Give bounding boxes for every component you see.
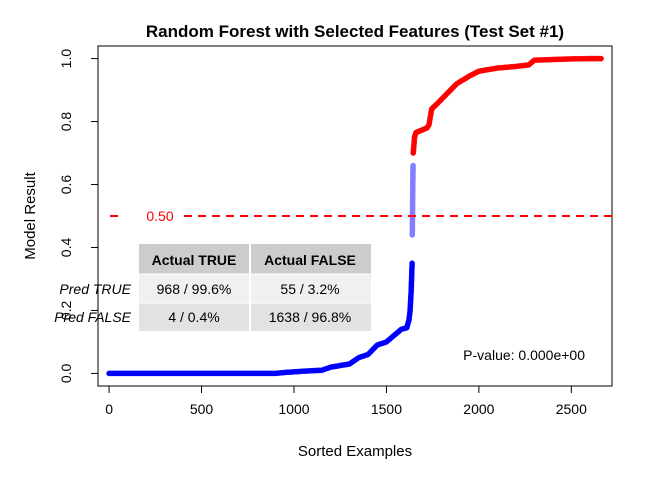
table-row-bg xyxy=(139,274,371,303)
table-header-cell: Actual FALSE xyxy=(264,252,356,268)
data-points xyxy=(106,55,604,377)
data-point xyxy=(410,162,416,169)
threshold-label: 0.50 xyxy=(146,208,173,224)
table-row-label: Pred TRUE xyxy=(59,281,131,297)
y-tick-label: 0.6 xyxy=(58,175,74,195)
table-cell: 968 / 99.6% xyxy=(157,281,232,297)
x-tick-label: 0 xyxy=(105,401,113,417)
y-tick-label: 0.0 xyxy=(58,363,74,383)
table-header-bg xyxy=(139,244,371,274)
y-tick-label: 0.4 xyxy=(58,238,74,258)
x-tick-label: 1000 xyxy=(278,401,309,417)
table-row-bg xyxy=(139,303,371,331)
table-cell: 4 / 0.4% xyxy=(168,309,219,325)
confusion-matrix-table: Actual TRUE Actual FALSE Pred TRUE 968 /… xyxy=(54,244,371,331)
table-cell: 55 / 3.2% xyxy=(280,281,339,297)
p-value-annotation: P-value: 0.000e+00 xyxy=(463,347,585,363)
y-axis-label: Model Result xyxy=(22,171,39,259)
x-tick-label: 1500 xyxy=(371,401,402,417)
table-header-cell: Actual TRUE xyxy=(152,252,237,268)
table-cell: 1638 / 96.8% xyxy=(269,309,352,325)
data-point xyxy=(409,260,415,267)
y-tick-label: 1.0 xyxy=(58,49,74,69)
y-tick-label: 0.2 xyxy=(58,301,74,321)
x-axis: 0 500 1000 1500 2000 2500 xyxy=(105,385,587,417)
x-tick-label: 2500 xyxy=(556,401,587,417)
x-axis-label: Sorted Examples xyxy=(298,443,412,460)
data-point xyxy=(598,55,604,62)
table-row-label: Pred FALSE xyxy=(54,309,131,325)
y-tick-label: 0.8 xyxy=(58,112,74,132)
x-tick-label: 2000 xyxy=(463,401,494,417)
y-axis: 0.0 0.2 0.4 0.6 0.8 1.0 xyxy=(58,49,99,383)
x-tick-label: 500 xyxy=(190,401,214,417)
chart-title: Random Forest with Selected Features (Te… xyxy=(146,22,564,41)
threshold-group: 0.50 xyxy=(110,208,612,224)
